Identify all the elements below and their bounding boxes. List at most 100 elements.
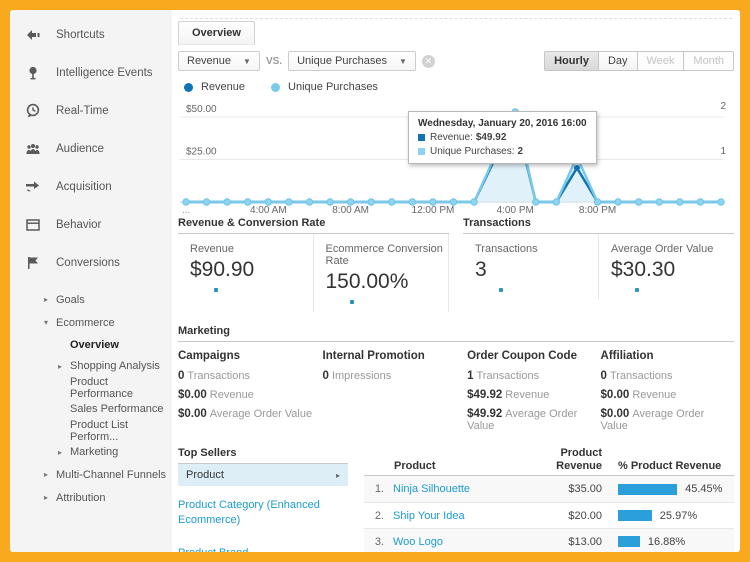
sidebar-item-goals[interactable]: ▸ Goals (10, 288, 172, 311)
purchases-point[interactable] (346, 198, 355, 206)
x-axis-label: 12:00 PM (412, 205, 455, 215)
sidebar-item-shopping-analysis[interactable]: ▸ Shopping Analysis (10, 356, 172, 378)
purchases-point[interactable] (326, 198, 334, 206)
purchases-point[interactable] (182, 198, 190, 206)
chart-canvas[interactable]: $25.00 $50.00 1 2... 4:00 AM 8:00 AM 12:00 PM 4… (178, 97, 734, 215)
sidebar-item-conversions[interactable]: Conversions (10, 244, 172, 282)
sidebar-item-shortcuts[interactable]: Shortcuts (10, 16, 172, 54)
sidebar-item-label: Sales Performance (70, 403, 164, 416)
sidebar-item-real-time[interactable]: Real-Time (10, 92, 172, 130)
purchases-point[interactable] (202, 198, 211, 206)
audience-icon (25, 141, 41, 157)
marketing-metric: $0.00 Average Order Value (601, 408, 734, 432)
purchases-point[interactable] (367, 198, 375, 206)
sidebar-item-product-list-perform-[interactable]: Product List Perform... (10, 418, 172, 443)
granularity-day-button[interactable]: Day (597, 51, 638, 71)
purchases-point[interactable] (449, 198, 458, 206)
sidebar-item-label: Product List Perform... (70, 418, 129, 443)
pct-revenue-cell: 45.45% (602, 483, 734, 495)
purchases-point[interactable] (408, 198, 417, 206)
purchases-point[interactable] (593, 198, 602, 206)
metric-value: $0.00 (178, 389, 207, 401)
x-axis-label: 4:00 AM (250, 205, 287, 215)
tooltip-row: Revenue: $49.92 (418, 132, 587, 143)
revenue-point[interactable] (573, 165, 580, 171)
purchases-point[interactable] (429, 198, 437, 206)
product-table: Product Product Revenue % Product Revenu… (364, 447, 734, 552)
sidebar-item-intelligence-events[interactable]: Intelligence Events (10, 54, 172, 92)
purchases-point[interactable] (552, 198, 561, 206)
pct-revenue-bar (618, 510, 652, 522)
table-row: 2. Ship Your Idea $20.00 25.97% (364, 502, 734, 528)
purchases-point[interactable] (532, 198, 540, 206)
tab-overview[interactable]: Overview (178, 21, 255, 45)
metric-value: $0.00 (600, 408, 630, 420)
top-sellers-item-product-category-enhanced-ecommerce-[interactable]: Product Category (Enhanced Ecommerce) (178, 499, 320, 526)
metric-label: Average Order Value (467, 408, 578, 432)
product-link[interactable]: Ninja Silhouette (393, 483, 471, 496)
purchases-point[interactable] (676, 198, 684, 206)
sidebar-item-product-performance[interactable]: Product Performance (10, 375, 172, 400)
purchases-point[interactable] (634, 198, 643, 206)
column-header-product-revenue: Product Revenue (556, 447, 602, 472)
metric-value: $49.92 (467, 389, 503, 401)
metric-label: Transactions (476, 370, 540, 382)
marketing-column-affiliation: Affiliation 0 Transactions $0.00 Revenue $0.0… (601, 350, 734, 432)
legend-entry: Unique Purchases (271, 81, 378, 93)
purchases-point[interactable] (264, 198, 273, 206)
timeseries-chart[interactable]: $25.00 $50.00 1 2... 4:00 AM 8:00 AM 12:00 PM 4… (178, 97, 734, 215)
scorecard-cards: Transactions 3 Average Order Value $30.30 (463, 234, 734, 300)
expand-arrow-icon: ▸ (44, 295, 49, 304)
filter-bar: Revenue ▼ VS. Unique Purchases ▼ ✕ Hourl… (178, 51, 734, 71)
metric-dropdown-primary-label: Revenue (187, 55, 232, 67)
product-link[interactable]: Woo Logo (393, 535, 443, 548)
purchases-point[interactable] (305, 198, 314, 206)
sidebar-item-label: Audience (56, 143, 104, 155)
sidebar-item-multi-channel-funnels[interactable]: ▸ Multi-Channel Funnels (10, 463, 172, 486)
sidebar-item-label: Product Performance (70, 375, 133, 400)
purchases-point[interactable] (696, 198, 705, 206)
purchases-point[interactable] (223, 198, 231, 206)
scorecard-average-order-value: Average Order Value $30.30 (599, 234, 734, 300)
expand-arrow-icon: ▸ (58, 361, 63, 371)
sidebar-item-label: Overview (70, 338, 119, 351)
sidebar-item-attribution[interactable]: ▸ Attribution (10, 486, 172, 509)
top-sellers-item-product-brand[interactable]: Product Brand (178, 546, 348, 552)
sidebar-sub-nav: ▸ Goals ▾ Ecommerce Overview ▸ Shopping Analys… (10, 288, 172, 509)
purchases-point[interactable] (655, 198, 663, 206)
purchases-point[interactable] (470, 198, 478, 206)
x-axis-label: ... (182, 205, 190, 215)
metric-dropdown-compare[interactable]: Unique Purchases ▼ (288, 51, 416, 71)
purchases-point[interactable] (717, 198, 725, 206)
expand-arrow-icon: ▾ (44, 318, 49, 327)
sidebar-item-marketing[interactable]: ▸ Marketing (10, 442, 172, 464)
sidebar-item-acquisition[interactable]: Acquisition (10, 168, 172, 206)
product-link[interactable]: Ship Your Idea (393, 509, 465, 522)
analytics-app: Shortcuts Intelligence Events Real-Time Aud… (10, 10, 740, 552)
sidebar-item-label: Marketing (70, 446, 119, 459)
metric-label: Transactions (187, 370, 250, 382)
sidebar-item-sales-performance[interactable]: Sales Performance (10, 399, 172, 421)
sidebar-item-label: Behavior (56, 219, 102, 231)
granularity-toggle: Hourly Day Week Month (544, 51, 734, 71)
sidebar-item-label: Intelligence Events (56, 67, 153, 79)
metric-label: Impressions (331, 370, 392, 382)
product-table-header: Product Product Revenue % Product Revenu… (364, 447, 734, 477)
top-sellers-panel: Top Sellers Product ▸ Product Category (En… (178, 447, 348, 552)
purchases-point[interactable] (388, 198, 396, 206)
sidebar-item-behavior[interactable]: Behavior (10, 206, 172, 244)
sidebar-item-audience[interactable]: Audience (10, 130, 172, 168)
x-axis-label: 8:00 PM (579, 205, 616, 215)
top-sellers-item-product[interactable]: Product ▸ (178, 464, 348, 486)
expand-arrow-icon: ▸ (44, 493, 49, 502)
sidebar-item-overview[interactable]: Overview (10, 334, 172, 356)
purchases-point[interactable] (244, 198, 252, 206)
metric-dropdown-primary[interactable]: Revenue ▼ (178, 51, 260, 71)
purchases-point[interactable] (285, 198, 293, 206)
granularity-hourly-button[interactable]: Hourly (544, 51, 599, 71)
column-header-product: Product (394, 460, 436, 473)
marketing-metric: $0.00 Average Order Value (178, 408, 323, 420)
remove-compare-icon[interactable]: ✕ (421, 54, 435, 68)
purchases-point[interactable] (614, 198, 622, 206)
sidebar-item-ecommerce[interactable]: ▾ Ecommerce (10, 311, 172, 334)
